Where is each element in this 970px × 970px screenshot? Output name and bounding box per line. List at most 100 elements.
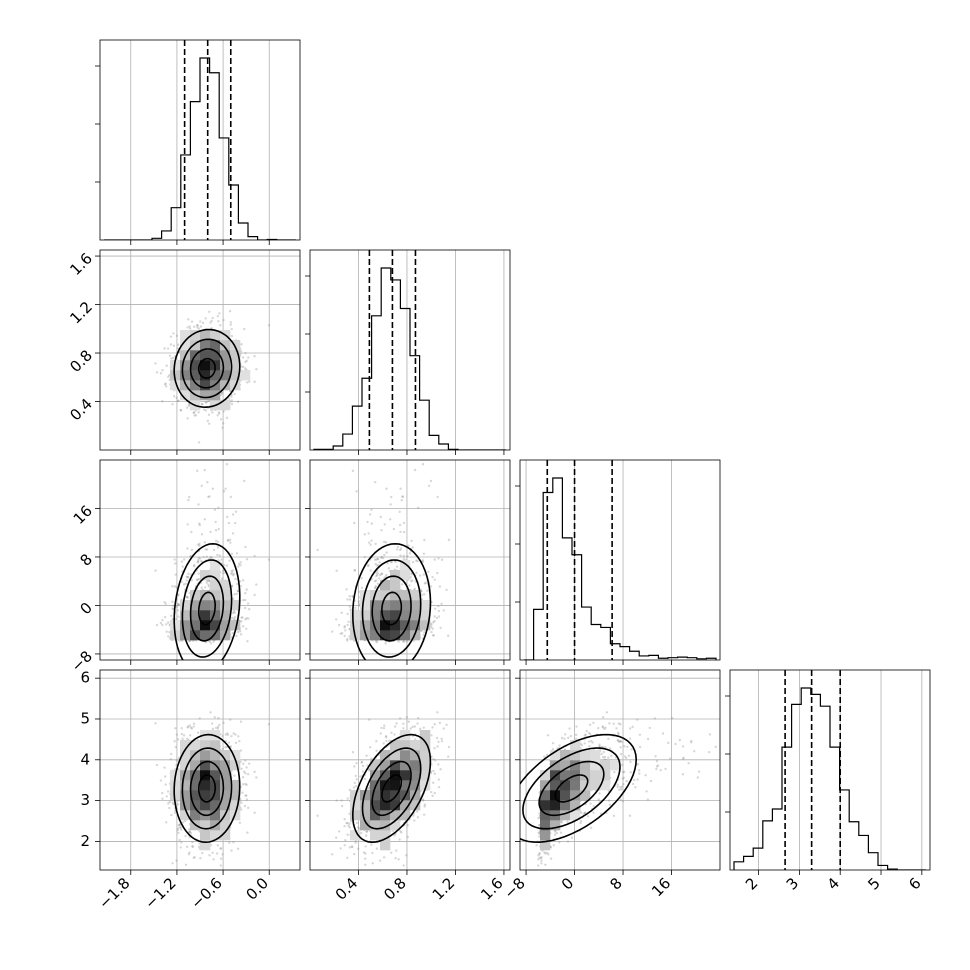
scatter-point — [340, 611, 343, 615]
scatter-point — [382, 540, 386, 544]
scatter-point — [171, 604, 175, 607]
density-cell — [350, 610, 361, 621]
density-cell — [180, 610, 191, 621]
scatter-point — [199, 325, 203, 328]
scatter-point — [192, 325, 196, 328]
scatter-point — [245, 558, 249, 561]
scatter-point — [198, 544, 201, 547]
scatter-point — [197, 441, 201, 444]
scatter-point — [222, 318, 225, 322]
density-cell — [200, 360, 211, 371]
scatter-point — [370, 539, 373, 542]
scatter-point — [370, 522, 374, 525]
panel-frame — [99, 459, 301, 661]
density-cell — [380, 610, 391, 621]
scatter-point — [438, 585, 442, 588]
scatter-point — [230, 334, 234, 338]
scatter-point — [346, 612, 349, 616]
scatter-point — [374, 584, 377, 588]
scatter-point — [375, 571, 378, 574]
scatter-point — [355, 490, 358, 493]
scatter-point — [244, 772, 247, 775]
scatter-point — [219, 393, 223, 397]
scatter-point — [377, 563, 380, 567]
density-cell — [230, 600, 241, 611]
scatter-point — [433, 615, 436, 618]
scatter-point — [232, 609, 236, 613]
scatter-point — [182, 558, 186, 561]
scatter-point — [209, 530, 212, 534]
scatter-point — [239, 633, 243, 636]
scatter-point — [200, 484, 203, 487]
density-cell — [400, 570, 411, 581]
scatter-point — [316, 548, 319, 552]
scatter-point — [230, 849, 233, 852]
scatter-point — [239, 561, 242, 564]
density-cell — [180, 380, 191, 391]
scatter-point — [226, 538, 230, 542]
scatter-point — [235, 552, 239, 555]
scatter-point — [230, 616, 234, 620]
scatter-point — [192, 411, 195, 414]
scatter-point — [236, 589, 240, 593]
scatter-point — [199, 320, 202, 323]
scatter-point — [214, 529, 218, 532]
scatter-point — [432, 634, 435, 637]
contour-line — [381, 591, 403, 626]
scatter-point — [346, 639, 349, 642]
scatter-point — [351, 594, 354, 598]
density-cell — [230, 370, 241, 381]
density-cell — [180, 600, 191, 611]
scatter-point — [176, 602, 180, 606]
density-cell — [380, 600, 391, 611]
scatter-point — [219, 324, 222, 327]
scatter-point — [197, 556, 201, 560]
scatter-point — [207, 585, 211, 588]
scatter-point — [244, 759, 247, 762]
scatter-point — [390, 560, 393, 563]
scatter-point — [165, 623, 168, 626]
scatter-point — [334, 618, 338, 621]
scatter-point — [189, 440, 191, 442]
scatter-point — [367, 532, 370, 535]
density-cell — [190, 370, 201, 381]
scatter-point — [243, 327, 246, 331]
scatter-point — [399, 554, 402, 557]
scatter-point — [217, 319, 220, 323]
scatter-point — [437, 615, 441, 618]
scatter-point — [235, 592, 238, 596]
scatter-point — [240, 237, 242, 239]
scatter-point — [370, 508, 373, 511]
scatter-point — [399, 530, 402, 534]
scatter-point — [410, 539, 413, 543]
density-cell — [200, 610, 211, 621]
scatter-point — [208, 640, 211, 643]
scatter-point — [340, 632, 344, 635]
scatter-point — [196, 560, 200, 563]
scatter-point — [155, 623, 159, 627]
scatter-point — [244, 592, 247, 595]
scatter-point — [200, 559, 203, 563]
scatter-point — [354, 606, 357, 610]
scatter-point — [430, 623, 433, 626]
scatter-point — [437, 609, 441, 613]
scatter-point — [211, 727, 215, 731]
scatter-point — [219, 857, 223, 860]
scatter-point — [390, 495, 393, 499]
scatter-point — [229, 541, 232, 544]
density-cell — [240, 370, 251, 381]
density-cell — [350, 620, 361, 631]
scatter-point — [392, 527, 396, 531]
scatter-point — [366, 520, 369, 524]
scatter-point — [431, 575, 434, 579]
scatter-point — [405, 640, 408, 643]
scatter-point — [176, 347, 180, 350]
scatter-point — [385, 487, 388, 490]
scatter-point — [163, 383, 167, 386]
scatter-point — [399, 548, 402, 552]
scatter-point — [204, 401, 208, 404]
scatter-point — [216, 414, 219, 417]
scatter-point — [159, 779, 163, 782]
scatter-point — [168, 354, 172, 357]
